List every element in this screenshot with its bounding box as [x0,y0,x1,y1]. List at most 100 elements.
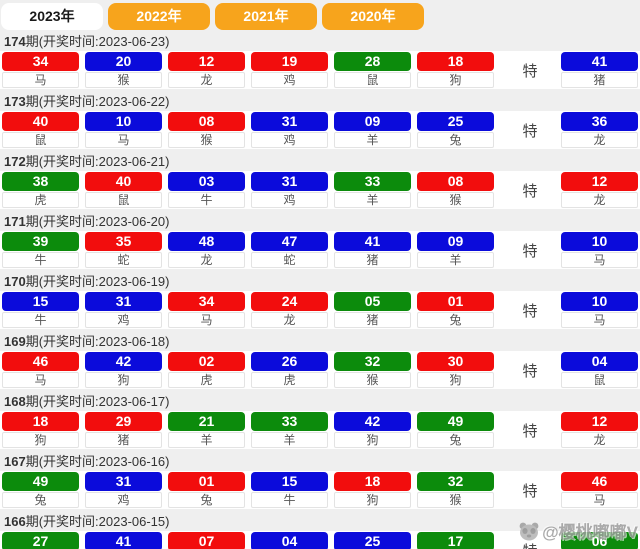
ball-number: 10 [561,292,638,311]
draw-row-167: 167期(开奖时间:2023-06-16) 49 兔 31 鸡 01 兔 15 牛 18 狗 32 猴特… [0,453,640,509]
ball-zodiac: 狗 [334,492,411,508]
ball-number: 39 [2,232,79,251]
ball-zodiac: 猪 [334,252,411,268]
result-ball: 40 鼠 [2,112,79,148]
ball-zodiac: 虎 [2,192,79,208]
result-ball: 04鼠 [251,532,328,549]
ball-zodiac: 鸡 [251,192,328,208]
ball-number: 04 [251,532,328,549]
ball-number: 03 [168,172,245,191]
ball-zodiac: 狗 [85,372,162,388]
balls-strip: 15 牛 31 鸡 34 马 24 龙 05 猪 01 兔特 10 马 [0,291,640,329]
balls-strip: 49 兔 31 鸡 01 兔 15 牛 18 狗 32 猴特 46 马 [0,471,640,509]
ball-number: 18 [417,52,494,71]
ball-number: 28 [334,52,411,71]
ball-number: 12 [561,172,638,191]
balls-strip: 38 虎 40 鼠 03 牛 31 鸡 33 羊 08 猴特 12 龙 [0,171,640,209]
ball-zodiac: 鼠 [2,132,79,148]
result-ball: 31 鸡 [251,172,328,208]
balls-strip: 27牛 41猪 07鸡 04鼠 25兔 17猪 特 06狗 [0,531,640,549]
tab-year-2021[interactable]: 2021年 [215,3,317,30]
ball-number: 19 [251,52,328,71]
ball-zodiac: 鼠 [561,372,638,388]
result-ball: 42 狗 [334,412,411,448]
draw-header: 173期(开奖时间:2023-06-22) [4,94,170,109]
ball-number: 04 [561,352,638,371]
result-ball: 09 羊 [417,232,494,268]
ball-number: 29 [85,412,162,431]
ball-zodiac: 龙 [168,252,245,268]
draw-row-174: 174期(开奖时间:2023-06-23) 34 马 20 猴 12 龙 19 鸡 28 鼠 18 狗特… [0,33,640,89]
ball-number: 17 [417,532,494,549]
ball-number: 38 [2,172,79,191]
result-ball: 31 鸡 [251,112,328,148]
result-ball: 18 狗 [417,52,494,88]
ball-zodiac: 猪 [85,432,162,448]
tab-year-2022[interactable]: 2022年 [108,3,210,30]
ball-zodiac: 虎 [251,372,328,388]
ball-zodiac: 猪 [334,312,411,328]
ball-number: 35 [85,232,162,251]
result-ball: 03 牛 [168,172,245,208]
draw-row-169: 169期(开奖时间:2023-06-18) 46 马 42 狗 02 虎 26 虎 32 猴 30 狗特… [0,333,640,389]
ball-zodiac: 猴 [334,372,411,388]
result-ball: 32 猴 [417,472,494,508]
ball-zodiac: 蛇 [251,252,328,268]
draw-header: 174期(开奖时间:2023-06-23) [4,34,170,49]
ball-zodiac: 兔 [417,312,494,328]
result-ball: 18 狗 [2,412,79,448]
special-ball: 36 龙 [561,112,638,148]
balls-strip: 18 狗 29 猪 21 羊 33 羊 42 狗 49 兔特 12 龙 [0,411,640,449]
ball-number: 32 [334,352,411,371]
ball-number: 06 [561,532,638,549]
ball-number: 40 [2,112,79,131]
ball-number: 34 [168,292,245,311]
ball-number: 25 [417,112,494,131]
special-label: 特 [522,302,538,320]
ball-zodiac: 牛 [251,492,328,508]
ball-number: 36 [561,112,638,131]
result-ball: 28 鼠 [334,52,411,88]
result-ball: 07鸡 [168,532,245,549]
result-ball: 42 狗 [85,352,162,388]
result-ball: 24 龙 [251,292,328,328]
ball-number: 05 [334,292,411,311]
special-label: 特 [522,182,538,200]
result-ball: 19 鸡 [251,52,328,88]
result-ball: 40 鼠 [85,172,162,208]
ball-zodiac: 牛 [2,312,79,328]
result-ball: 09 羊 [334,112,411,148]
result-ball: 34 马 [168,292,245,328]
ball-zodiac: 马 [168,312,245,328]
ball-number: 12 [561,412,638,431]
ball-number: 27 [2,532,79,549]
tab-year-2023[interactable]: 2023年 [1,3,103,30]
ball-number: 33 [334,172,411,191]
ball-number: 15 [2,292,79,311]
draw-row-171: 171期(开奖时间:2023-06-20) 39 牛 35 蛇 48 龙 47 蛇 41 猪 09 羊特… [0,213,640,269]
ball-zodiac: 狗 [417,372,494,388]
ball-number: 31 [85,472,162,491]
result-ball: 12 龙 [168,52,245,88]
result-ball: 25兔 [334,532,411,549]
ball-number: 08 [168,112,245,131]
draw-row-168: 168期(开奖时间:2023-06-17) 18 狗 29 猪 21 羊 33 羊 42 狗 49 兔特… [0,393,640,449]
ball-number: 31 [251,112,328,131]
ball-number: 48 [168,232,245,251]
special-ball: 10 马 [561,292,638,328]
tab-year-2020[interactable]: 2020年 [322,3,424,30]
ball-number: 34 [2,52,79,71]
ball-number: 33 [251,412,328,431]
ball-zodiac: 鼠 [85,192,162,208]
ball-zodiac: 猴 [85,72,162,88]
ball-zodiac: 马 [561,312,638,328]
result-ball: 33 羊 [334,172,411,208]
ball-number: 09 [417,232,494,251]
draw-row-166: 166期(开奖时间:2023-06-15) 27牛 41猪 07鸡 04鼠 25兔 17猪 特… [0,513,640,549]
ball-number: 30 [417,352,494,371]
ball-zodiac: 龙 [561,192,638,208]
ball-number: 09 [334,112,411,131]
